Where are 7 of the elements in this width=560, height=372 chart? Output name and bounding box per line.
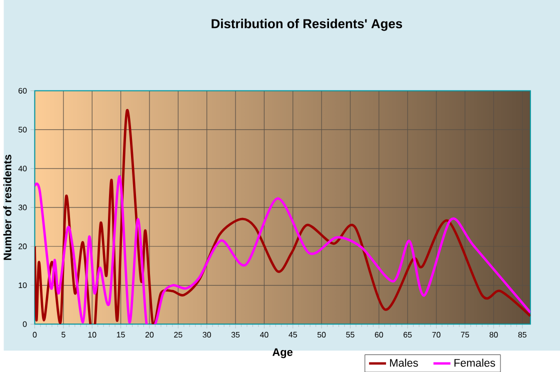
chart-title: Distribution of Residents' Ages [212, 18, 402, 31]
legend-label: Females [454, 358, 496, 367]
line-series [34, 175, 530, 324]
line-series [34, 108, 530, 324]
x-axis-title: Age [272, 348, 293, 358]
y-axis-title: Number of residents [3, 154, 12, 260]
legend-label: Males [390, 358, 418, 367]
